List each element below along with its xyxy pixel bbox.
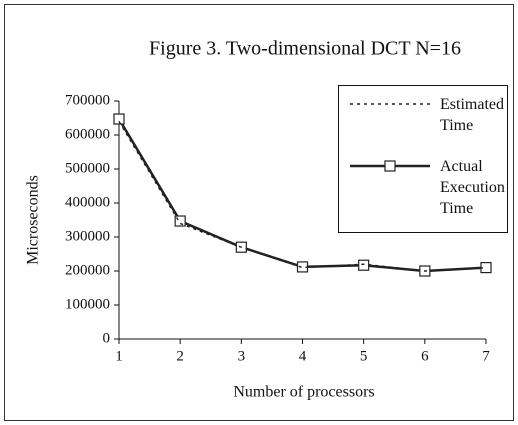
x-tick-label: 1	[115, 348, 123, 364]
y-tick-label: 200000	[65, 262, 110, 278]
point-marker	[113, 113, 125, 125]
y-axis-label: Microseconds	[25, 175, 42, 265]
frame	[4, 4, 514, 421]
y-tick-label: 600000	[65, 126, 110, 142]
x-tick-label: 3	[238, 348, 246, 364]
chart-title: Figure 3. Two-dimensional DCT N=16	[149, 38, 461, 60]
x-tick-label: 5	[360, 348, 368, 364]
point-marker	[174, 215, 186, 227]
legend-label: Estimated Time	[440, 96, 504, 134]
y-tick-label: 100000	[65, 296, 110, 312]
x-axis-label: Number of processors	[233, 384, 374, 401]
x-tick-label: 6	[421, 348, 429, 364]
point-marker	[358, 259, 370, 271]
y-tick-label: 300000	[65, 228, 110, 244]
legend-box	[338, 85, 508, 233]
y-tick-label: 400000	[65, 194, 110, 210]
series-line	[118, 121, 487, 272]
x-tick-label: 2	[176, 348, 184, 364]
y-tick-label: 0	[103, 330, 111, 346]
x-tick-label: 4	[299, 348, 307, 364]
legend-marker	[384, 160, 396, 172]
x-tick-label: 7	[482, 348, 490, 364]
y-tick-label: 500000	[65, 160, 110, 176]
y-tick-label: 700000	[65, 92, 110, 108]
legend-label: Actual Execution Time	[440, 158, 505, 217]
